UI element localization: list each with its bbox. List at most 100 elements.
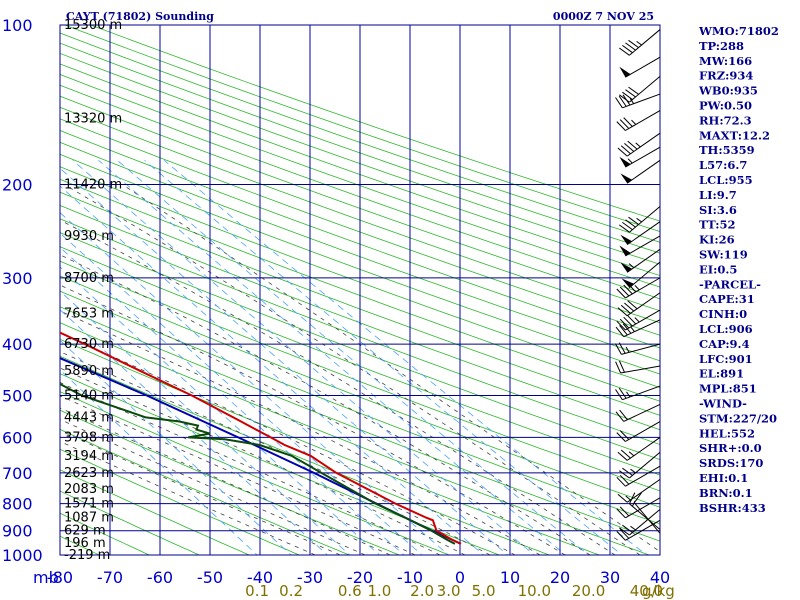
temperature-trace	[60, 331, 462, 545]
pressure-label: 700	[2, 464, 33, 483]
sounding-index: SW:119	[699, 248, 748, 262]
sounding-index: MPL:851	[699, 382, 757, 396]
mixing-ratio-line	[144, 159, 623, 555]
mixing-ratio-tick-label: 5.0	[472, 582, 496, 600]
dry-adiabat	[60, 391, 451, 555]
mixing-ratio-unit-label: g/kg	[642, 582, 675, 600]
wind-barb-half-flag	[636, 40, 642, 46]
wind-barb-flag	[618, 387, 627, 399]
wind-barb-staff	[629, 503, 661, 530]
pressure-label: 900	[2, 522, 33, 541]
dry-adiabat	[60, 490, 201, 555]
wind-barb	[615, 385, 661, 401]
wind-barb	[616, 465, 661, 487]
dry-adiabat	[60, 106, 660, 324]
wind-barb-staff	[625, 146, 661, 168]
dry-adiabat	[63, 25, 660, 233]
dry-adiabat	[60, 84, 660, 300]
sounding-index: LI:9.7	[699, 188, 737, 202]
wind-barb	[615, 93, 661, 109]
wind-barb-flag	[622, 467, 633, 476]
wind-barb-half-flag	[634, 285, 640, 291]
height-label: 13320 m	[64, 111, 122, 126]
wind-barb-flag	[619, 119, 630, 129]
wind-barb-half-flag	[630, 468, 636, 474]
wind-barb-staff	[629, 451, 661, 479]
wind-barb-staff	[625, 465, 661, 487]
mixing-ratio-line	[98, 159, 567, 555]
dry-adiabat	[60, 166, 660, 388]
pressure-axis-labels: 100 200 300 400 500 600 700 800 900 1000	[2, 16, 43, 565]
dry-adiabat	[60, 141, 660, 362]
temperature-tick-label: -40	[247, 568, 273, 587]
wind-barb-half-flag	[630, 326, 635, 333]
temperature-tick-label: 30	[600, 568, 620, 587]
wind-barb-flag	[618, 95, 627, 107]
wind-barb-flag	[619, 529, 630, 539]
moist-adiabat	[60, 407, 391, 555]
temperature-tick-label: -50	[197, 568, 223, 587]
pressure-label: 800	[2, 495, 33, 514]
sounding-index: L57:6.7	[699, 158, 747, 172]
dewpoint-trace	[60, 382, 456, 545]
mixing-ratio-line	[60, 185, 485, 555]
sounding-indices-panel: WMO:71802TP:288MW:166FRZ:934WB0:935PW:0.…	[698, 24, 779, 515]
wind-barb-flag	[617, 147, 628, 157]
pressure-label: 100	[2, 16, 33, 35]
sounding-index: RH:72.3	[699, 113, 752, 127]
sounding-index: CAPE:31	[699, 292, 755, 306]
sounding-index: SI:3.6	[699, 203, 737, 217]
wind-barb-half-flag	[634, 317, 640, 323]
mixing-ratio-line	[60, 290, 351, 555]
wind-barb-flag	[627, 300, 638, 310]
wind-barb-flag	[625, 42, 636, 51]
wind-barb	[614, 342, 661, 355]
height-label: 8700 m	[64, 271, 114, 286]
wind-barb-staff	[625, 277, 661, 299]
mixing-ratio-tick-label: 40.0	[630, 582, 663, 600]
wind-barb-flag	[617, 307, 628, 317]
wind-barb	[620, 159, 661, 184]
moist-adiabat	[60, 367, 466, 555]
wind-barb-pennant	[620, 173, 633, 184]
dry-adiabat	[60, 95, 660, 312]
wind-barb	[619, 235, 661, 257]
wind-barb-staff	[629, 75, 661, 103]
wind-barb-flag	[620, 449, 631, 459]
valid-time: 0000Z 7 NOV 25	[553, 10, 654, 23]
wind-barb-flag	[615, 411, 625, 422]
mixing-ratio-tick-label: 0.2	[279, 582, 303, 600]
height-label: 5890 m	[64, 364, 114, 379]
wind-barb	[619, 146, 661, 168]
wind-barb-flag	[619, 325, 628, 336]
dry-adiabat	[60, 232, 660, 461]
plot-frame	[59, 24, 661, 556]
height-label: -219 m	[64, 548, 110, 563]
moist-adiabat	[60, 395, 416, 555]
wind-barb	[616, 421, 661, 442]
height-label: 5140 m	[64, 388, 114, 403]
wind-barb-flag	[622, 524, 633, 533]
sounding-index: CINH:0	[699, 307, 747, 321]
wind-barb-staff	[629, 29, 661, 56]
wind-barb-half-flag	[626, 391, 631, 398]
wind-barb-flag	[619, 224, 630, 233]
wind-barb	[617, 132, 661, 157]
wind-barb-half-flag	[635, 142, 641, 148]
wind-barb	[620, 221, 661, 246]
dry-adiabat	[60, 42, 660, 254]
wind-barb-staff	[626, 478, 661, 503]
height-labels: 15300 m 13320 m 11420 m 9930 m 8700 m 7653 m 6…	[64, 18, 122, 563]
moist-adiabat	[60, 382, 441, 555]
dry-adiabat	[60, 322, 651, 555]
mixing-ratio-line	[60, 246, 405, 555]
wind-barb-flag	[619, 430, 630, 440]
dry-adiabat	[60, 218, 660, 445]
height-label: 629 m	[64, 524, 106, 539]
height-label: 3194 m	[64, 449, 114, 464]
wind-barb-half-flag	[636, 217, 642, 223]
temperature-tick-label: 20	[550, 568, 570, 587]
wind-barb-flag	[616, 288, 626, 299]
wind-barb-staff	[629, 261, 661, 289]
